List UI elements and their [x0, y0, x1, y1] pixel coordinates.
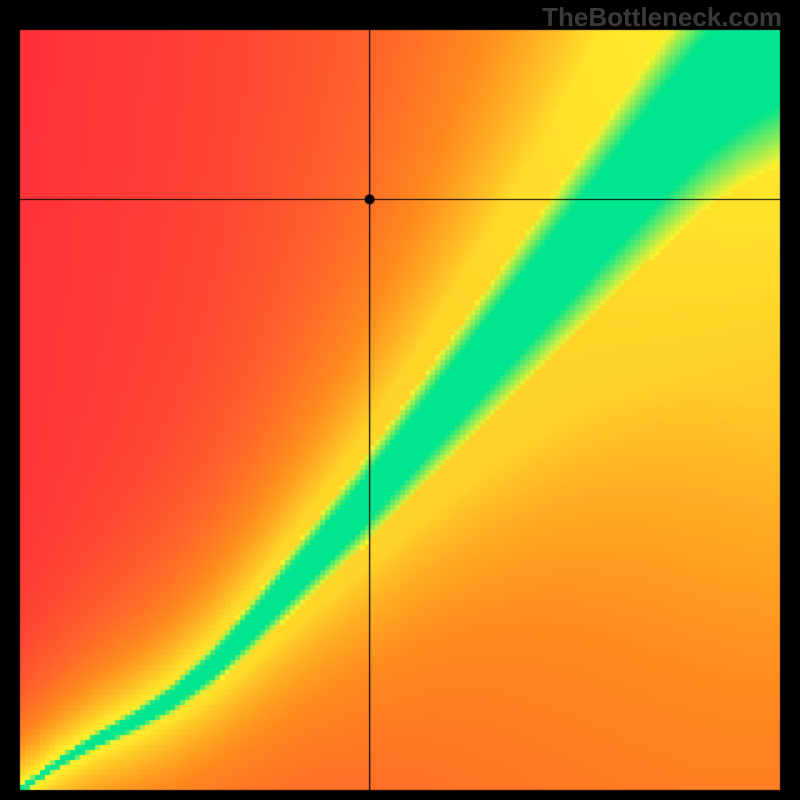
heatmap-canvas [0, 0, 800, 800]
chart-container: TheBottleneck.com [0, 0, 800, 800]
watermark-text: TheBottleneck.com [542, 2, 782, 33]
